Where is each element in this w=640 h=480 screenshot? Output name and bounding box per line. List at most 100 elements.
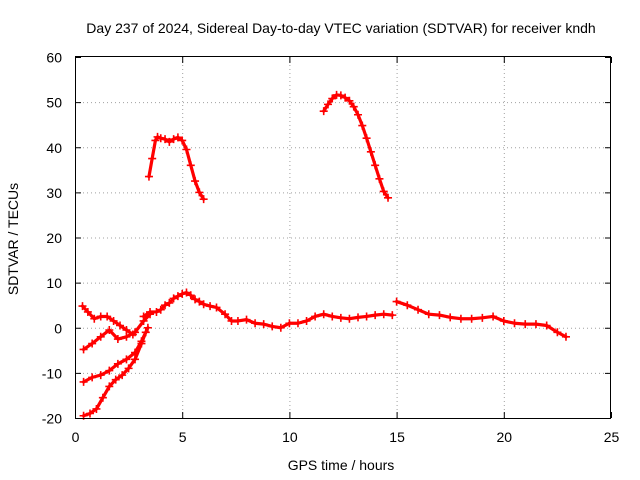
data-point [375,174,384,183]
data-point [105,382,114,391]
data-point [336,91,345,100]
data-point [79,377,88,386]
y-axis-label: SDTVAR / TECUs [5,183,21,295]
y-tick-label: -10 [42,365,62,381]
data-point [510,319,519,328]
series-late-band [392,297,570,341]
data-point [354,110,363,119]
data-point [88,339,97,348]
data-point [78,302,87,311]
data-point [195,297,204,306]
y-tick-label: 0 [54,320,62,336]
data-point [186,161,195,170]
data-point [199,195,208,204]
series-line [142,290,394,330]
data-point [113,335,122,344]
x-tick-label: 0 [72,429,80,445]
data-point [259,320,268,329]
data-point [178,136,187,145]
data-point [242,315,251,324]
data-point [195,188,204,197]
data-point [388,311,397,320]
data-point [358,121,367,130]
data-point [137,339,146,348]
data-point [302,316,311,325]
data-point [276,323,285,332]
data-point [122,326,131,335]
data-point [165,137,174,146]
y-tick-label: 10 [46,275,62,291]
data-point [116,321,125,330]
x-tick-label: 10 [282,429,298,445]
data-point [521,320,530,329]
data-point [122,332,131,341]
data-point [156,134,165,143]
data-point [435,311,444,320]
tick-labels: 0 5 10 15 20 25 -20 -10 0 10 20 30 40 50 60 [42,50,620,446]
data-point [345,96,354,105]
data-point [103,312,112,321]
data-point [156,305,165,314]
data-point [221,310,230,319]
data-point [191,295,200,304]
data-point [131,355,140,364]
data-point [328,94,337,103]
data-point [182,288,191,297]
data-point [379,310,388,319]
data-point [182,145,191,154]
series-main-band [139,288,397,332]
data-point [124,364,133,373]
x-axis-label: GPS time / hours [288,457,395,473]
data-point [92,404,101,413]
data-point [113,359,122,368]
data-point [161,301,170,310]
data-point [206,302,215,311]
data-point [165,298,174,307]
data-point [152,307,161,316]
data-point [90,314,99,323]
data-point [553,328,562,337]
series-line [322,93,390,200]
data-point [319,310,328,319]
data-point [371,161,380,170]
x-tick-label: 15 [389,429,405,445]
data-point [105,366,114,375]
data-point [341,93,350,102]
series-early-cross [79,310,155,354]
data-point [199,300,208,309]
y-tick-label: -20 [42,411,62,427]
data-point [98,393,107,402]
series-arc-2 [319,90,393,202]
data-point [379,187,388,196]
data-point [251,319,260,328]
y-tick-label: 60 [46,50,62,66]
data-point [311,312,320,321]
data-point [489,312,498,321]
data-point [143,323,152,332]
data-point [109,316,118,325]
data-point [144,172,153,181]
data-point [118,371,127,380]
data-point [319,107,328,116]
data-point [392,297,401,306]
data-point [148,154,157,163]
data-point [424,310,433,319]
data-point [141,328,150,337]
data-point [139,316,148,325]
data-point [212,303,221,312]
data-point [161,135,170,144]
ticks [75,57,612,419]
data-point [111,375,120,384]
data-point [83,307,92,316]
y-tick-label: 30 [46,185,62,201]
data-point [403,301,412,310]
chart-title: Day 237 of 2024, Sidereal Day-to-day VTE… [86,20,595,36]
data-point [169,294,178,303]
data-point [362,312,371,321]
data-point [446,313,455,322]
data-point [345,314,354,323]
series-early-low [79,328,150,420]
data-point [414,305,423,314]
data-point [96,371,105,380]
